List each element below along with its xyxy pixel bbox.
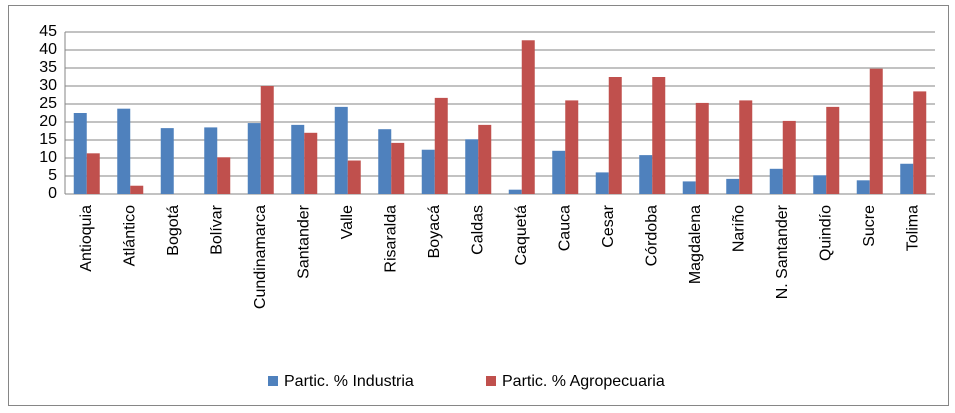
y-tick-label: 10: [39, 149, 57, 166]
x-tick-label: Antioquia: [78, 205, 95, 272]
bar: [508, 189, 522, 194]
legend-swatch: [486, 376, 496, 386]
bar: [682, 181, 696, 194]
x-tick-label: Magdalena: [687, 205, 704, 284]
legend-swatch: [268, 376, 278, 386]
x-tick-label: Tolima: [904, 205, 921, 251]
y-tick-label: 25: [39, 95, 57, 112]
x-tick-label: Caldas: [469, 205, 486, 255]
x-tick-label: Boyacá: [426, 205, 443, 258]
y-tick-label: 35: [39, 59, 57, 76]
x-tick-label: Cauca: [556, 205, 573, 251]
bar: [856, 180, 870, 194]
bar: [334, 106, 348, 194]
x-tick-label: Risaralda: [382, 205, 399, 273]
y-tick-label: 20: [39, 113, 57, 130]
bar: [204, 127, 218, 194]
legend-label: Partic. % Agropecuaria: [502, 373, 665, 390]
bar: [247, 123, 261, 194]
x-tick-label: Cundinamarca: [252, 205, 269, 309]
bar: [565, 100, 579, 194]
bar: [391, 142, 405, 194]
bar: [826, 106, 840, 194]
legend-label: Partic. % Industria: [284, 373, 414, 390]
bar: [913, 91, 927, 194]
x-tick-label: Valle: [339, 205, 356, 239]
bar: [304, 132, 318, 194]
bar: [260, 86, 274, 194]
bar: [869, 68, 883, 194]
bar: [73, 113, 87, 194]
y-tick-label: 40: [39, 41, 57, 58]
bar: [478, 124, 492, 194]
bar: [595, 172, 609, 194]
bar: [900, 163, 914, 194]
bar: [726, 178, 740, 194]
bar: [552, 150, 566, 194]
bar: [652, 77, 666, 194]
x-tick-label: Nariño: [730, 205, 747, 252]
bar: [217, 157, 231, 194]
bar: [521, 40, 535, 194]
x-tick-label: N. Santander: [774, 204, 791, 299]
bar: [465, 139, 479, 194]
x-tick-label: Cesar: [600, 204, 617, 247]
x-tick-label: Santander: [295, 204, 312, 279]
bar: [739, 100, 753, 194]
bar: [160, 128, 174, 194]
bar: [639, 155, 653, 194]
x-tick-label: Atlántico: [121, 205, 138, 266]
y-tick-label: 30: [39, 77, 57, 94]
y-tick-label: 5: [48, 167, 57, 184]
bar: [117, 108, 131, 194]
x-tick-label: Bogotá: [165, 205, 182, 256]
bar: [421, 149, 435, 194]
x-tick-label: Bolívar: [208, 204, 225, 254]
bar: [291, 124, 305, 194]
bar: [378, 129, 392, 194]
x-tick-label: Sucre: [861, 205, 878, 247]
x-tick-label: Quindío: [817, 205, 834, 261]
chart-border: [8, 5, 949, 406]
bar: [813, 175, 827, 194]
x-tick-label: Caquetá: [513, 205, 530, 266]
bar: [769, 168, 783, 194]
bar: [347, 160, 361, 194]
y-tick-label: 15: [39, 131, 57, 148]
x-tick-label: Córdoba: [643, 205, 660, 266]
y-tick-label: 45: [39, 23, 57, 40]
y-tick-label: 0: [48, 185, 57, 202]
bar: [782, 120, 796, 194]
bar: [86, 153, 100, 194]
bar: [695, 102, 709, 194]
bar: [608, 77, 622, 194]
bar: [434, 97, 448, 194]
bar: [130, 185, 144, 194]
